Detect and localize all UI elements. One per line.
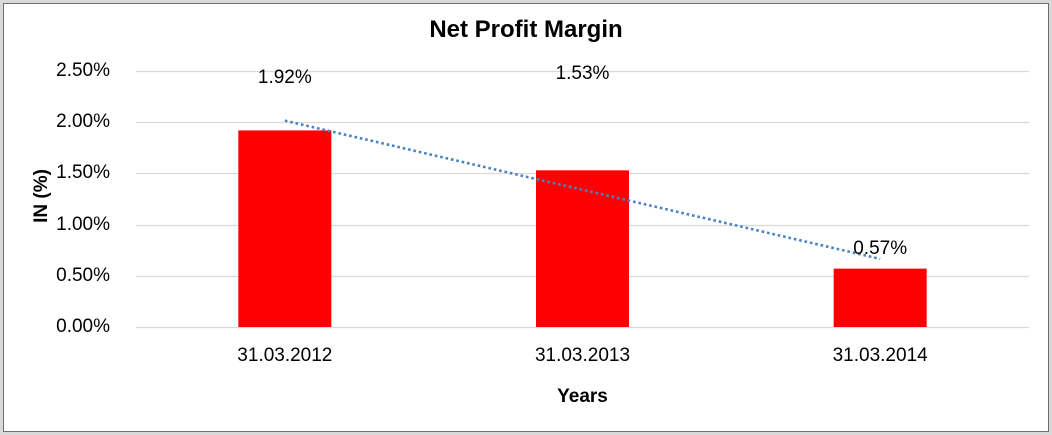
x-axis-title: Years: [557, 386, 608, 407]
data-label-0.57%: 0.57%: [853, 238, 908, 259]
category-label-31.03.2012: 31.03.2012: [237, 345, 333, 366]
category-label-31.03.2013: 31.03.2013: [534, 345, 631, 366]
y-tick-label: 2.00%: [56, 111, 110, 133]
data-label-1.53%: 1.53%: [555, 63, 610, 84]
category-label-31.03.2014: 31.03.2014: [832, 345, 928, 366]
data-label-1.92%: 1.92%: [257, 67, 312, 88]
bar-31.03.2012: [238, 130, 332, 327]
y-tick-label: 2.50%: [56, 60, 110, 81]
y-tick-label: 0.50%: [56, 264, 110, 286]
y-tick-label: 0.00%: [56, 316, 110, 337]
y-tick-label: 1.50%: [56, 162, 110, 184]
bar-31.03.2014: [833, 268, 927, 327]
chart-title: Net Profit Margin: [429, 16, 623, 43]
y-tick-label: 1.00%: [56, 213, 110, 235]
bar-31.03.2013: [536, 170, 629, 327]
